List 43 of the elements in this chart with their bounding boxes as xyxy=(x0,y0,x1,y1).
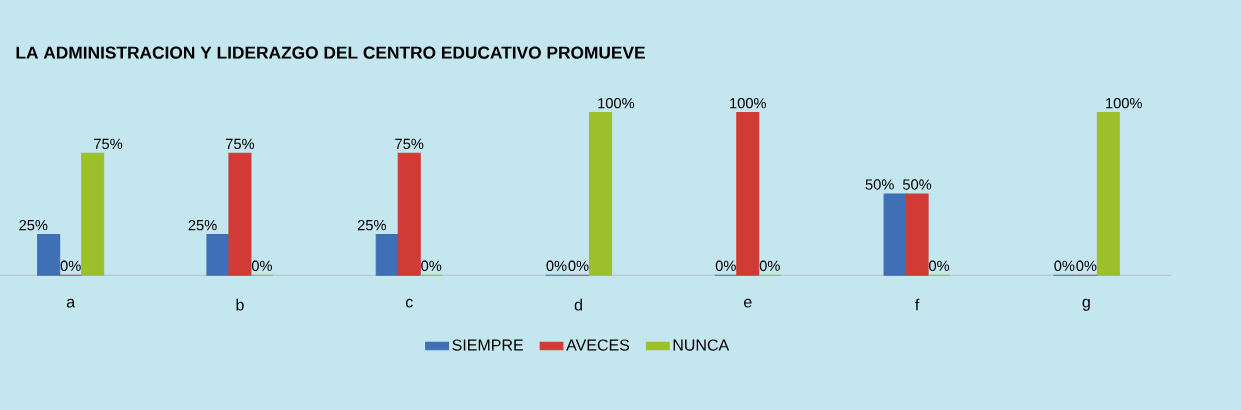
x-tick-label: f xyxy=(915,298,920,311)
bar xyxy=(375,234,399,276)
x-tick-label: a xyxy=(66,298,76,308)
bar xyxy=(1096,112,1120,276)
bar xyxy=(736,112,760,276)
x-tick-label: g xyxy=(1082,298,1090,311)
data-label: 0% xyxy=(60,260,81,272)
bar xyxy=(228,152,252,276)
data-label: 0% xyxy=(759,260,780,272)
data-label: 0% xyxy=(546,260,567,272)
bar xyxy=(81,152,105,276)
bar xyxy=(206,234,230,276)
data-label: 100% xyxy=(730,98,767,109)
legend-label: AVECES xyxy=(566,339,630,351)
data-label: 0% xyxy=(929,260,950,272)
x-tick-label: d xyxy=(574,298,582,311)
data-label: 75% xyxy=(94,138,123,150)
x-tick-label: e xyxy=(744,298,752,308)
bar xyxy=(588,112,613,276)
data-label: 25% xyxy=(357,220,386,231)
data-label: 0% xyxy=(251,260,272,272)
data-label: 75% xyxy=(395,138,424,150)
data-label: 0% xyxy=(421,260,442,272)
bar xyxy=(397,152,421,276)
legend-label: NUNCA xyxy=(673,339,730,351)
legend-label: SIEMPRE xyxy=(452,339,523,351)
data-label: 50% xyxy=(902,179,932,190)
bar xyxy=(905,193,929,276)
data-label: 0% xyxy=(715,260,736,272)
data-label: 0% xyxy=(1076,260,1097,272)
bar xyxy=(37,234,61,276)
data-label: 25% xyxy=(188,220,217,231)
data-label: 75% xyxy=(226,138,255,150)
x-tick-label: b xyxy=(236,298,244,311)
data-label: 100% xyxy=(598,98,635,109)
chart-title: LA ADMINISTRACION Y LIDERAZGO DEL CENTRO EDUCATIVO PROMUEVE xyxy=(16,46,645,59)
data-label: 0% xyxy=(568,260,589,272)
data-label: 50% xyxy=(865,179,894,190)
x-tick-label: c xyxy=(405,298,413,308)
data-label: 0% xyxy=(1054,260,1075,272)
data-label: 100% xyxy=(1106,98,1142,109)
bar xyxy=(883,193,907,276)
data-label: 25% xyxy=(19,220,48,231)
